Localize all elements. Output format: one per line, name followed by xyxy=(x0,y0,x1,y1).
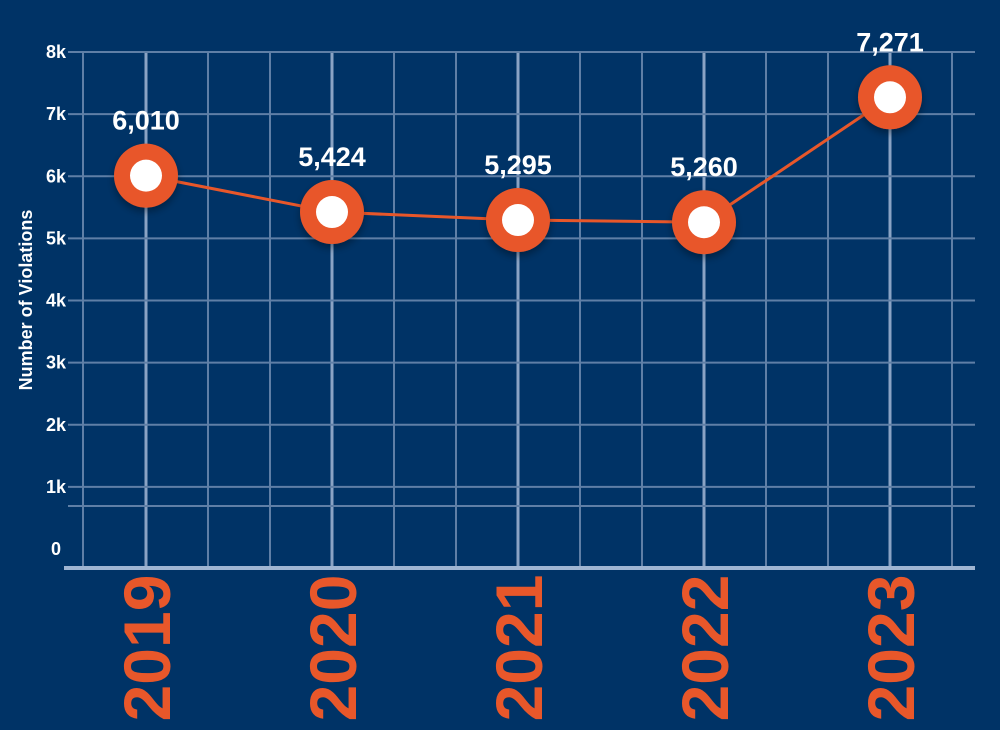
data-point xyxy=(486,188,550,253)
y-tick-label: 8k xyxy=(46,42,67,62)
data-label: 5,260 xyxy=(670,152,738,182)
data-point-center xyxy=(130,159,162,192)
data-point xyxy=(672,190,736,255)
y-axis-ticks: 0 1k 2k 3k 4k 5k 6k 7k 8k xyxy=(46,42,67,559)
x-tick-label: 2023 xyxy=(854,575,928,722)
data-label: 7,271 xyxy=(856,27,924,57)
y-axis-label: Number of Violations xyxy=(16,210,36,391)
x-tick-label: 2022 xyxy=(668,575,742,722)
data-label: 5,295 xyxy=(484,150,552,180)
data-point-center xyxy=(502,204,534,237)
x-tick-label: 2021 xyxy=(482,575,556,722)
y-tick-label: 4k xyxy=(46,291,67,311)
data-point-center xyxy=(874,81,906,114)
data-point-center xyxy=(316,196,348,229)
data-label: 5,424 xyxy=(298,142,366,172)
x-tick-label: 2020 xyxy=(296,575,370,722)
data-point xyxy=(858,65,922,130)
y-tick-label: 1k xyxy=(46,477,67,497)
grid xyxy=(64,51,975,570)
y-tick-label: 6k xyxy=(46,166,67,186)
data-points xyxy=(114,65,922,255)
y-tick-label: 3k xyxy=(46,353,67,373)
data-labels: 6,010 5,424 5,295 5,260 7,271 xyxy=(112,27,924,182)
data-label: 6,010 xyxy=(112,106,180,136)
data-point xyxy=(300,180,364,245)
y-tick-label: 7k xyxy=(46,104,67,124)
data-point-center xyxy=(688,206,720,239)
x-axis-ticks: 2019 2020 2021 2022 2023 xyxy=(110,575,928,722)
y-tick-label: 5k xyxy=(46,228,67,248)
y-tick-label: 2k xyxy=(46,415,67,435)
y-tick-label: 0 xyxy=(51,539,61,559)
x-tick-label: 2019 xyxy=(110,575,184,722)
data-point xyxy=(114,143,178,208)
